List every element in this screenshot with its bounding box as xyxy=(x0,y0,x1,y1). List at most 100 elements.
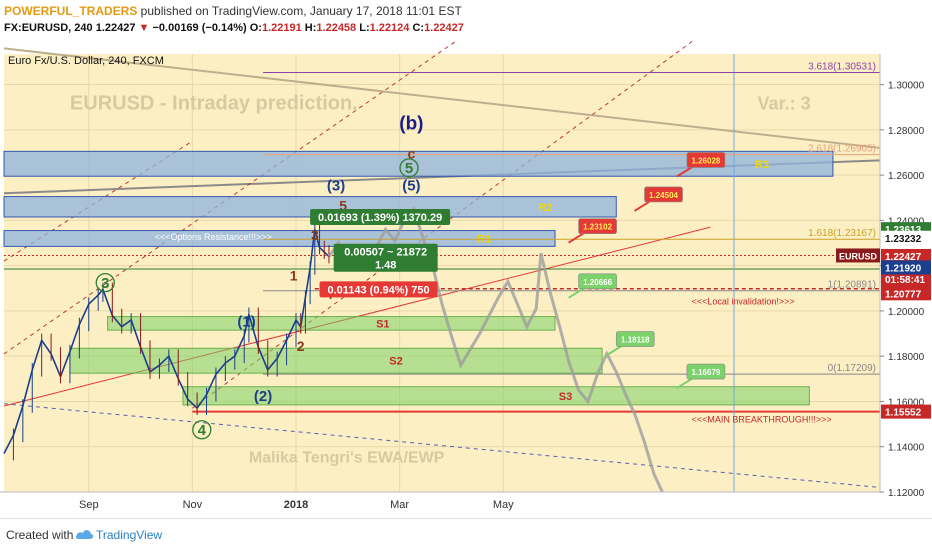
support-zone-label: S2 xyxy=(389,356,402,368)
tradingview-logo-icon xyxy=(76,530,94,539)
callout-pointer xyxy=(568,231,586,244)
measure-text: 0.01693 (1.39%) 1370.29 xyxy=(318,212,442,224)
y-tick-label: 1.18000 xyxy=(888,352,925,363)
wave-label: 3 xyxy=(101,275,109,292)
resistance-zone-label: R2 xyxy=(538,202,552,214)
wave-circle xyxy=(399,158,419,178)
support-zone-label: S1 xyxy=(376,318,389,330)
support-zone xyxy=(107,316,556,331)
callout-box[interactable] xyxy=(578,273,617,290)
y-tick-label: 1.28000 xyxy=(888,126,925,137)
callout-box[interactable] xyxy=(686,363,726,380)
low-value: 1.22124 xyxy=(369,22,410,34)
wave-label: 5 xyxy=(405,160,413,177)
support-zone-label: S3 xyxy=(559,391,572,403)
price-tag-label: 1.20777 xyxy=(885,289,922,300)
callout-label: 1.18118 xyxy=(621,336,650,345)
open-label: O: xyxy=(249,22,262,34)
annotation-note: <<<MAIN BREAKTHROUGH!!!>>> xyxy=(692,414,832,424)
fib-level-label: 3.618(1.30531) xyxy=(808,62,876,73)
price-tag-label: 1.15552 xyxy=(885,408,922,419)
callout-pointer xyxy=(568,286,586,299)
wave-label: (1) xyxy=(237,313,255,330)
symbol-tag xyxy=(836,248,880,263)
price-tag xyxy=(881,286,931,301)
projection-path xyxy=(327,206,665,495)
measure-box xyxy=(319,281,438,298)
time-axis[interactable] xyxy=(0,492,880,518)
measure-text: 0.01143 (0.94%) 750 xyxy=(327,284,429,296)
trend-line xyxy=(3,403,881,488)
x-tick-label: 2018 xyxy=(284,499,308,511)
close-value: 1.22427 xyxy=(424,22,464,34)
callout-box[interactable] xyxy=(644,186,683,203)
fib-level-label: 2.618(1.26905) xyxy=(808,144,876,155)
x-tick-label: Sep xyxy=(79,499,99,511)
price-tag xyxy=(881,271,931,286)
chart-header: POWERFUL_TRADERS published on TradingVie… xyxy=(0,0,932,40)
low-label: L: xyxy=(359,22,370,34)
wave-label: (b) xyxy=(399,114,423,135)
price-tag-label: 1.23613 xyxy=(885,225,922,236)
price-tag xyxy=(881,404,931,419)
resistance-zone xyxy=(3,230,556,247)
y-tick-label: 1.16000 xyxy=(888,397,925,408)
watermark-title: EURUSD - Intraday prediction. xyxy=(70,92,358,114)
price-tag-label: 1.21920 xyxy=(885,263,922,274)
y-tick-label: 1.24000 xyxy=(888,216,925,227)
wave-label: 1 xyxy=(290,268,298,284)
wave-circle xyxy=(192,420,212,440)
signature-label: Malika Tengri's EWA/EWP xyxy=(249,450,445,467)
callout-box[interactable] xyxy=(615,331,655,347)
wave-label: (2) xyxy=(254,388,272,405)
trend-line xyxy=(192,40,695,409)
measure-box xyxy=(310,208,451,225)
down-arrow-icon: ▼ xyxy=(138,22,150,34)
price-change: −0.00169 (−0.14%) xyxy=(152,22,247,34)
created-with-text: Created with xyxy=(6,528,74,542)
high-label: H: xyxy=(304,22,317,34)
publish-text: published on TradingView.com, January 17… xyxy=(137,4,462,18)
y-tick-label: 1.14000 xyxy=(888,443,925,454)
y-tick-label: 1.30000 xyxy=(888,81,925,92)
price-tag-label: 1.23232 xyxy=(885,234,922,245)
price-series-line xyxy=(3,229,330,454)
callout-pointer xyxy=(676,165,694,178)
wave-label: (3) xyxy=(327,178,345,195)
callout-label: 1.24504 xyxy=(649,191,678,200)
wave-label: c xyxy=(407,145,415,161)
callout-label: 1.23102 xyxy=(583,223,612,232)
tradingview-brand-link[interactable]: TradingView xyxy=(96,528,163,542)
support-zone xyxy=(182,386,810,406)
x-tick-label: Mar xyxy=(390,499,409,511)
publish-line: POWERFUL_TRADERS published on TradingVie… xyxy=(4,4,462,18)
callout-label: 1.26028 xyxy=(691,156,720,165)
fib-level-label: 1(1.20891) xyxy=(828,280,876,291)
author-link[interactable]: POWERFUL_TRADERS xyxy=(4,4,138,18)
callout-box[interactable] xyxy=(686,152,726,168)
last-price: 1.22427 xyxy=(95,22,136,34)
price-chart[interactable]: EURUSD - Intraday prediction. Var.: 3 Mali… xyxy=(0,40,932,518)
chart-title: Euro Fx/U.S. Dollar, 240, FXCM xyxy=(8,55,164,67)
wave-label: 4 xyxy=(198,422,207,439)
resistance-zone-label: R3 xyxy=(755,159,769,171)
callout-pointer xyxy=(633,200,652,212)
wave-label: 5 xyxy=(339,198,347,214)
callout-pointer xyxy=(676,377,694,389)
x-tick-label: May xyxy=(493,499,514,511)
callout-box[interactable] xyxy=(578,218,617,234)
symbol-line: FX:EURUSD, 240 1.22427 ▼ −0.00169 (−0.14… xyxy=(4,22,464,34)
price-tag-label: 01:58:41 xyxy=(885,275,925,286)
price-tag xyxy=(881,260,931,275)
measure-box xyxy=(333,243,438,272)
price-tag xyxy=(881,230,931,245)
plot-background xyxy=(4,54,880,492)
symbol-tag-label: EURUSD xyxy=(839,251,878,261)
price-tag-label: 1.22427 xyxy=(885,252,922,263)
high-value: 1.22458 xyxy=(316,22,357,34)
variant-label: Var.: 3 xyxy=(758,93,811,113)
footer: Created with TradingView xyxy=(0,518,932,551)
annotation-note: <<<Local invalidation!>>> xyxy=(692,297,795,307)
y-tick-label: 1.20000 xyxy=(888,307,925,318)
open-value: 1.22191 xyxy=(261,22,302,34)
